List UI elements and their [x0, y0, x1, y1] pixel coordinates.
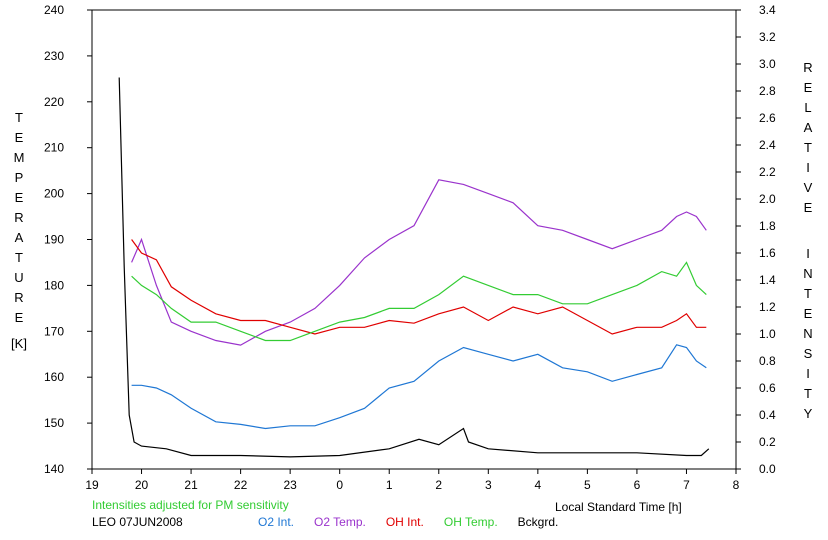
x-tick-label: 22 — [234, 478, 248, 492]
axis-letter: T — [15, 110, 23, 125]
axis-letter: T — [804, 140, 812, 155]
series-line-o2-int — [131, 344, 707, 430]
y-left-tick-label: 160 — [44, 370, 64, 384]
x-tick-label: 20 — [135, 478, 149, 492]
station-date: LEO 07JUN2008 — [92, 515, 183, 529]
y-left-tick-label: 190 — [44, 233, 64, 247]
sensitivity-note: Intensities adjusted for PM sensitivity — [92, 498, 289, 512]
y-right-tick-label: 0.6 — [759, 381, 776, 395]
x-tick-label: 0 — [336, 478, 343, 492]
y-right-tick-label: 1.4 — [759, 273, 776, 287]
legend-item: O2 Temp. — [314, 515, 366, 529]
axis-letter: T — [804, 286, 812, 301]
axis-letter: R — [803, 60, 813, 75]
axis-letter: R — [14, 210, 24, 225]
axis-letter: E — [14, 130, 24, 145]
y-left-tick-label: 200 — [44, 187, 64, 201]
y-right-tick-label: 1.2 — [759, 300, 776, 314]
y-left-tick-label: 220 — [44, 95, 64, 109]
legend-item: OH Int. — [385, 515, 424, 529]
axis-letter: S — [803, 346, 813, 361]
axis-letter: E — [14, 310, 24, 325]
x-tick-label: 19 — [85, 478, 99, 492]
legend-item: Bckgrd. — [517, 515, 559, 529]
y-right-tick-label: 1.6 — [759, 246, 776, 260]
y-right-tick-label: 1.0 — [759, 327, 776, 341]
x-tick-label: 3 — [485, 478, 492, 492]
plot-frame — [91, 9, 737, 470]
y-right-tick-label: 2.2 — [759, 165, 776, 179]
series-group — [118, 77, 710, 458]
axis-letter: N — [803, 326, 813, 341]
x-tick-label: 7 — [683, 478, 690, 492]
axis-letter: M — [13, 150, 25, 165]
axis-letter: U — [14, 270, 24, 285]
axis-letter: E — [803, 200, 813, 215]
y-right-tick-label: 3.2 — [759, 30, 776, 44]
x-tick-label: 2 — [435, 478, 442, 492]
series-line-o2-temp — [131, 179, 707, 346]
y-right-tick-label: 2.8 — [759, 84, 776, 98]
y-left-tick-label: 150 — [44, 416, 64, 430]
axis-letter: I — [806, 366, 810, 381]
x-tick-label: 21 — [184, 478, 198, 492]
y-right-tick-label: 0.2 — [759, 435, 776, 449]
legend-item: O2 Int. — [258, 515, 295, 529]
axis-letter: N — [803, 266, 813, 281]
y-left-tick-label: 170 — [44, 324, 64, 338]
axis-letter: T — [15, 250, 23, 265]
y-left-tick-label: 210 — [44, 141, 64, 155]
y-right-tick-label: 2.0 — [759, 192, 776, 206]
y-right-tick-label: 0.4 — [759, 408, 776, 422]
x-tick-label: 5 — [584, 478, 591, 492]
x-axis-label: Local Standard Time [h] — [555, 500, 682, 514]
y-right-tick-label: 0.8 — [759, 354, 776, 368]
series-line-bckgrd — [118, 77, 710, 458]
y-left-tick-label: 240 — [44, 3, 64, 17]
axis-letter: I — [806, 160, 810, 175]
y-left-tick-label: 230 — [44, 49, 64, 63]
axis-letter: A — [803, 120, 813, 135]
axis-letter: A — [14, 230, 24, 245]
legend: O2 Int. O2 Temp. OH Int. OH Temp. Bckgrd. — [258, 515, 558, 529]
y-right-tick-label: 2.4 — [759, 138, 776, 152]
y-right-tick-label: 2.6 — [759, 111, 776, 125]
series-line-oh-int — [131, 239, 707, 335]
y-right-tick-label: 0.0 — [759, 462, 776, 476]
axis-letter: R — [14, 290, 24, 305]
axis-letter: E — [14, 190, 24, 205]
axis-letter: T — [804, 386, 812, 401]
series-line-oh-temp — [131, 261, 707, 342]
y-left-tick-label: 180 — [44, 278, 64, 292]
x-tick-label: 6 — [634, 478, 641, 492]
y-right-tick-label: 1.8 — [759, 219, 776, 233]
legend-item: OH Temp. — [443, 515, 498, 529]
axis-letter: P — [14, 170, 24, 185]
axis-letter: L — [804, 100, 812, 115]
axis-letter: I — [806, 246, 810, 261]
tick-group: 19 20 21 22 23 0 1 2 3 4 5 6 7 8140150160170180190200… — [44, 3, 776, 492]
axis-letter: E — [803, 306, 813, 321]
y-right-tick-label: 3.0 — [759, 57, 776, 71]
axis-letter: Y — [803, 406, 813, 421]
y-left-tick-label: 140 — [44, 462, 64, 476]
x-tick-label: 4 — [535, 478, 542, 492]
axis-letter: E — [803, 80, 813, 95]
x-tick-label: 1 — [386, 478, 393, 492]
axis-letter: V — [803, 180, 813, 195]
x-tick-label: 23 — [283, 478, 297, 492]
y-left-unit: [K] — [11, 336, 27, 351]
x-tick-label: 8 — [733, 478, 740, 492]
y-right-tick-label: 3.4 — [759, 3, 776, 17]
